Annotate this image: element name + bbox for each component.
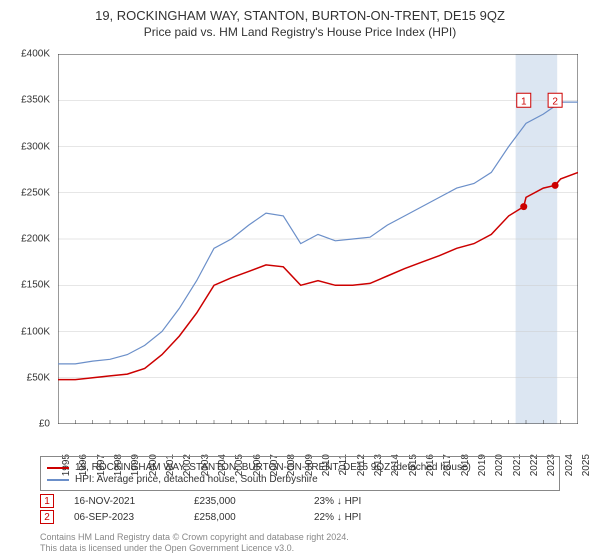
y-axis: £0£50K£100K£150K£200K£250K£300K£350K£400… xyxy=(0,54,54,424)
chart-title: 19, ROCKINGHAM WAY, STANTON, BURTON-ON-T… xyxy=(0,0,600,23)
y-tick-label: £0 xyxy=(39,419,50,430)
legend-item: HPI: Average price, detached house, Sout… xyxy=(47,474,553,485)
y-tick-label: £250K xyxy=(21,187,50,198)
x-tick-label: 2024 xyxy=(564,454,575,476)
chart-svg: 12 xyxy=(58,54,578,424)
transaction-vs: HPI xyxy=(345,512,362,523)
transaction-table: 1 16-NOV-2021 £235,000 23% ↓ HPI 2 06-SE… xyxy=(40,492,560,526)
table-row: 2 06-SEP-2023 £258,000 22% ↓ HPI xyxy=(40,510,560,524)
legend-label: 19, ROCKINGHAM WAY, STANTON, BURTON-ON-T… xyxy=(75,462,471,473)
x-tick-label: 2025 xyxy=(581,454,592,476)
chart-container: 19, ROCKINGHAM WAY, STANTON, BURTON-ON-T… xyxy=(0,0,600,560)
table-row: 1 16-NOV-2021 £235,000 23% ↓ HPI xyxy=(40,494,560,508)
footer-line: Contains HM Land Registry data © Crown c… xyxy=(40,532,349,543)
legend-swatch xyxy=(47,467,69,469)
y-tick-label: £200K xyxy=(21,234,50,245)
y-tick-label: £300K xyxy=(21,141,50,152)
legend-swatch xyxy=(47,479,69,481)
transaction-date: 06-SEP-2023 xyxy=(74,512,194,523)
footer-line: This data is licensed under the Open Gov… xyxy=(40,543,349,554)
transaction-marker: 1 xyxy=(40,494,54,508)
chart-subtitle: Price paid vs. HM Land Registry's House … xyxy=(0,23,600,39)
down-arrow-icon: ↓ xyxy=(337,496,342,507)
transaction-marker: 2 xyxy=(40,510,54,524)
svg-text:1: 1 xyxy=(521,96,527,107)
transaction-date: 16-NOV-2021 xyxy=(74,496,194,507)
svg-text:2: 2 xyxy=(552,96,558,107)
chart-plot-area: 12 xyxy=(58,54,578,424)
footer-attribution: Contains HM Land Registry data © Crown c… xyxy=(40,532,349,554)
down-arrow-icon: ↓ xyxy=(337,512,342,523)
transaction-percent: 22% xyxy=(314,512,334,523)
legend-item: 19, ROCKINGHAM WAY, STANTON, BURTON-ON-T… xyxy=(47,462,553,473)
transaction-price: £235,000 xyxy=(194,496,314,507)
transaction-vs: HPI xyxy=(345,496,362,507)
y-tick-label: £350K xyxy=(21,95,50,106)
x-axis: 1995199619971998199920002001200220032004… xyxy=(58,426,578,456)
legend: 19, ROCKINGHAM WAY, STANTON, BURTON-ON-T… xyxy=(40,456,560,491)
y-tick-label: £50K xyxy=(27,372,50,383)
y-tick-label: £100K xyxy=(21,326,50,337)
transaction-price: £258,000 xyxy=(194,512,314,523)
transaction-percent: 23% xyxy=(314,496,334,507)
y-tick-label: £400K xyxy=(21,49,50,60)
y-tick-label: £150K xyxy=(21,280,50,291)
legend-label: HPI: Average price, detached house, Sout… xyxy=(75,474,318,485)
